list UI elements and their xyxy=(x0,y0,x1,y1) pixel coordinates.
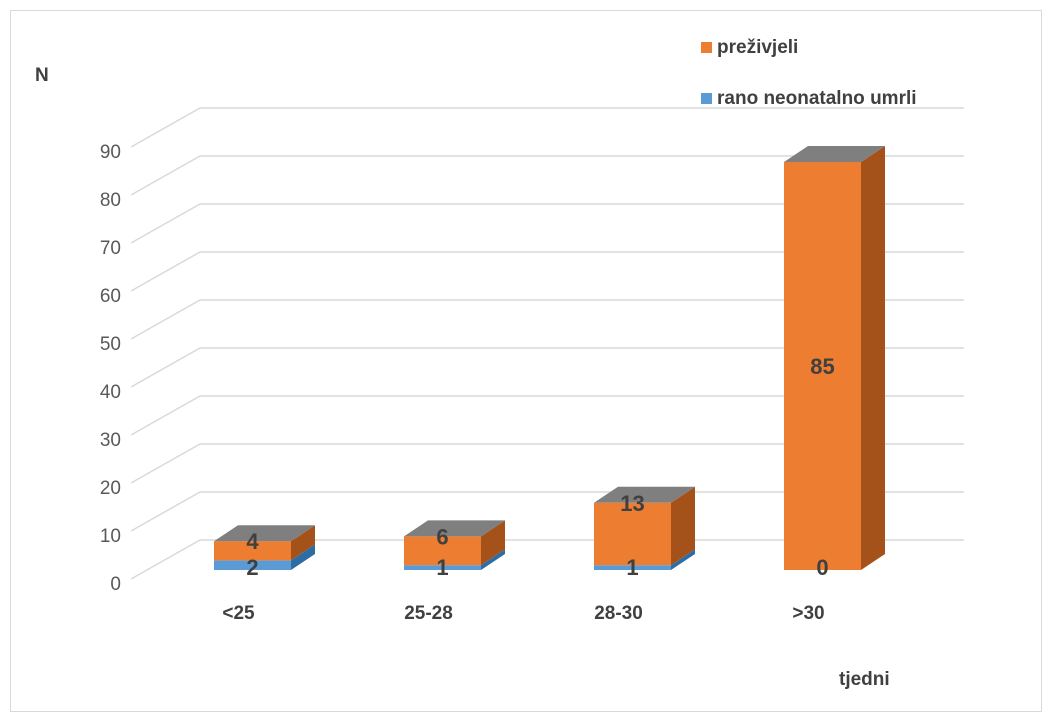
bar-segment xyxy=(784,162,861,570)
legend-label: rano neonatalno umrli xyxy=(717,88,917,109)
y-tick-label: 30 xyxy=(100,430,121,451)
y-tick-label: 60 xyxy=(100,286,121,307)
bar-top xyxy=(404,520,505,537)
bar-segment xyxy=(214,560,291,570)
y-axis-ticks: 0 10 20 30 40 50 60 70 80 90 xyxy=(100,142,121,595)
bar-side xyxy=(671,486,695,566)
bar-top xyxy=(214,525,315,542)
y-tick-label: 80 xyxy=(100,190,121,211)
y-tick-label: 90 xyxy=(100,142,121,163)
bar-side xyxy=(861,146,885,570)
y-tick-label: 50 xyxy=(100,334,121,355)
y-tick-label: 70 xyxy=(100,238,121,259)
x-category-label: >30 xyxy=(792,603,824,624)
y-tick-label: 40 xyxy=(100,382,121,403)
data-label: 1 xyxy=(626,555,638,580)
bar-side xyxy=(291,544,315,570)
gridline-diagonal xyxy=(130,251,201,292)
legend-swatch xyxy=(701,42,712,53)
gridline-diagonal xyxy=(130,491,201,532)
gridline-diagonal xyxy=(130,299,201,340)
bar-side xyxy=(481,520,505,566)
gridline-diagonal xyxy=(130,395,201,436)
x-category-label: 28-30 xyxy=(594,603,643,624)
bar-top xyxy=(594,486,695,503)
y-tick-label: 20 xyxy=(100,478,121,499)
data-label: 85 xyxy=(810,354,834,379)
bar-segment xyxy=(594,502,671,566)
gridline-diagonal xyxy=(130,443,201,484)
bar-side xyxy=(291,525,315,561)
gridline-diagonal xyxy=(130,107,201,148)
y-tick-label: 0 xyxy=(110,574,121,595)
bar-segment xyxy=(404,565,481,570)
y-tick-label: 10 xyxy=(100,526,121,547)
legend-swatch xyxy=(701,93,712,104)
x-axis-categories: <25 25-28 28-30 >30 xyxy=(222,603,824,624)
gridline-diagonal xyxy=(130,539,201,580)
bar-side xyxy=(671,549,695,570)
y-axis-title: N xyxy=(35,65,49,86)
bar-segment xyxy=(594,565,671,570)
data-label: 6 xyxy=(436,524,448,549)
chart-frame: 0 10 20 30 40 50 60 70 80 90 2 4 1 6 1 13 0 85 <25 25-28 2… xyxy=(10,10,1042,712)
legend: preživjeli rano neonatalno umrli xyxy=(701,37,917,109)
x-category-label: <25 xyxy=(222,603,255,624)
data-label: 0 xyxy=(816,555,828,580)
data-label: 1 xyxy=(436,555,448,580)
x-category-label: 25-28 xyxy=(404,603,453,624)
gridline-diagonal xyxy=(130,203,201,244)
data-label: 4 xyxy=(246,529,259,554)
gridline-diagonal xyxy=(130,347,201,388)
data-label: 2 xyxy=(246,555,258,580)
bars: 24 1 6 1 13 0 85 xyxy=(214,146,885,580)
bar-top xyxy=(784,146,885,162)
legend-label: preživjeli xyxy=(717,37,798,58)
x-axis-title: tjedni xyxy=(839,669,890,690)
bar-segment xyxy=(214,541,291,561)
gridline-diagonal xyxy=(130,155,201,196)
bar-segment xyxy=(404,536,481,566)
data-label: 13 xyxy=(620,491,644,516)
bar-side xyxy=(481,549,505,570)
